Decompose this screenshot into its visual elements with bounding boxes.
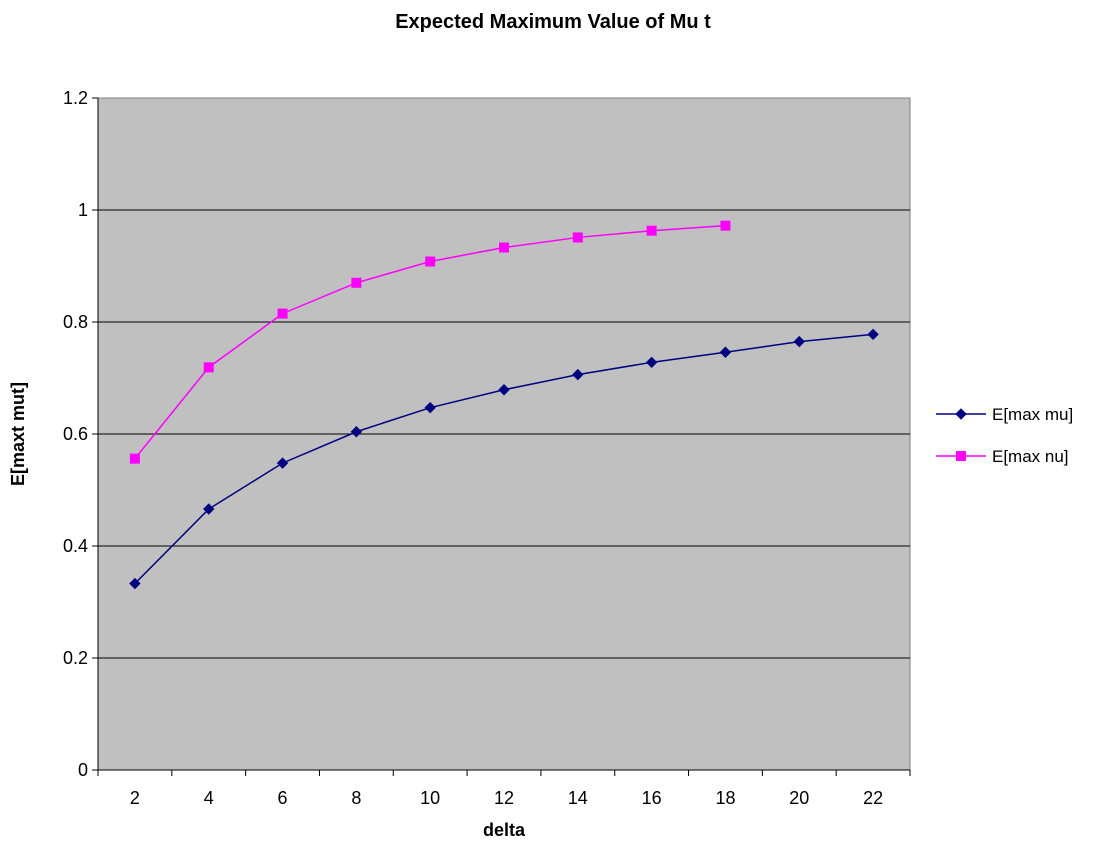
- axes: [92, 97, 911, 776]
- data-point-marker: [129, 453, 140, 464]
- y-axis-title: E[maxt mut]: [8, 382, 28, 486]
- data-point-marker: [203, 362, 214, 373]
- x-tick-labels: 2 4 6 8 10 12 14 16 18 20 22: [130, 788, 883, 808]
- x-tick-label: 14: [568, 788, 588, 808]
- y-tick-label: 0.8: [63, 312, 88, 332]
- x-tick-label: 18: [715, 788, 735, 808]
- y-tick-label: 0.6: [63, 424, 88, 444]
- x-tick-label: 8: [351, 788, 361, 808]
- y-tick-label: 0: [78, 760, 88, 780]
- y-tick-label: 0.2: [63, 648, 88, 668]
- x-tick-label: 4: [204, 788, 214, 808]
- series-1: [129, 328, 879, 590]
- x-tick-label: 20: [789, 788, 809, 808]
- gridlines: [98, 209, 910, 659]
- data-point-marker: [277, 308, 288, 319]
- data-point-marker: [646, 225, 657, 236]
- legend-item: E[max mu]: [936, 405, 1073, 424]
- data-point-marker: [645, 356, 658, 369]
- x-axis-title: delta: [483, 820, 526, 840]
- legend-marker: [956, 451, 966, 461]
- legend-label: E[max mu]: [992, 405, 1073, 424]
- y-tick-label: 1: [78, 200, 88, 220]
- data-point-marker: [203, 503, 215, 515]
- x-tick-label: 22: [863, 788, 883, 808]
- data-point-marker: [572, 368, 584, 381]
- legend-marker: [955, 408, 967, 420]
- data-point-marker: [572, 232, 583, 243]
- x-tick-label: 16: [642, 788, 662, 808]
- data-point-marker: [498, 384, 510, 396]
- chart-title: Expected Maximum Value of Mu t: [395, 11, 711, 33]
- legend: E[max mu] E[max nu]: [936, 405, 1073, 466]
- data-point-marker: [425, 256, 436, 267]
- data-point-marker: [129, 577, 141, 590]
- y-tick-label: 0.4: [63, 536, 88, 556]
- data-point-marker: [499, 242, 509, 253]
- y-tick-label: 1.2: [63, 88, 88, 108]
- data-point-marker: [350, 426, 363, 438]
- legend-label: E[max nu]: [992, 447, 1069, 466]
- x-tick-label: 2: [130, 788, 140, 808]
- y-tick-labels: 0 0.2 0.4 0.6 0.8 1 1.2: [63, 88, 88, 780]
- data-point-marker: [424, 401, 436, 414]
- data-point-marker: [720, 220, 731, 231]
- x-tick-label: 6: [278, 788, 288, 808]
- data-point-marker: [793, 335, 805, 348]
- data-series: [129, 220, 879, 590]
- legend-item: E[max nu]: [936, 447, 1069, 466]
- series-2: [129, 220, 731, 464]
- x-tick-label: 12: [494, 788, 514, 808]
- data-point-marker: [867, 328, 879, 341]
- data-point-marker: [719, 346, 732, 358]
- x-tick-label: 10: [420, 788, 440, 808]
- data-point-marker: [351, 277, 362, 288]
- data-point-marker: [276, 457, 289, 469]
